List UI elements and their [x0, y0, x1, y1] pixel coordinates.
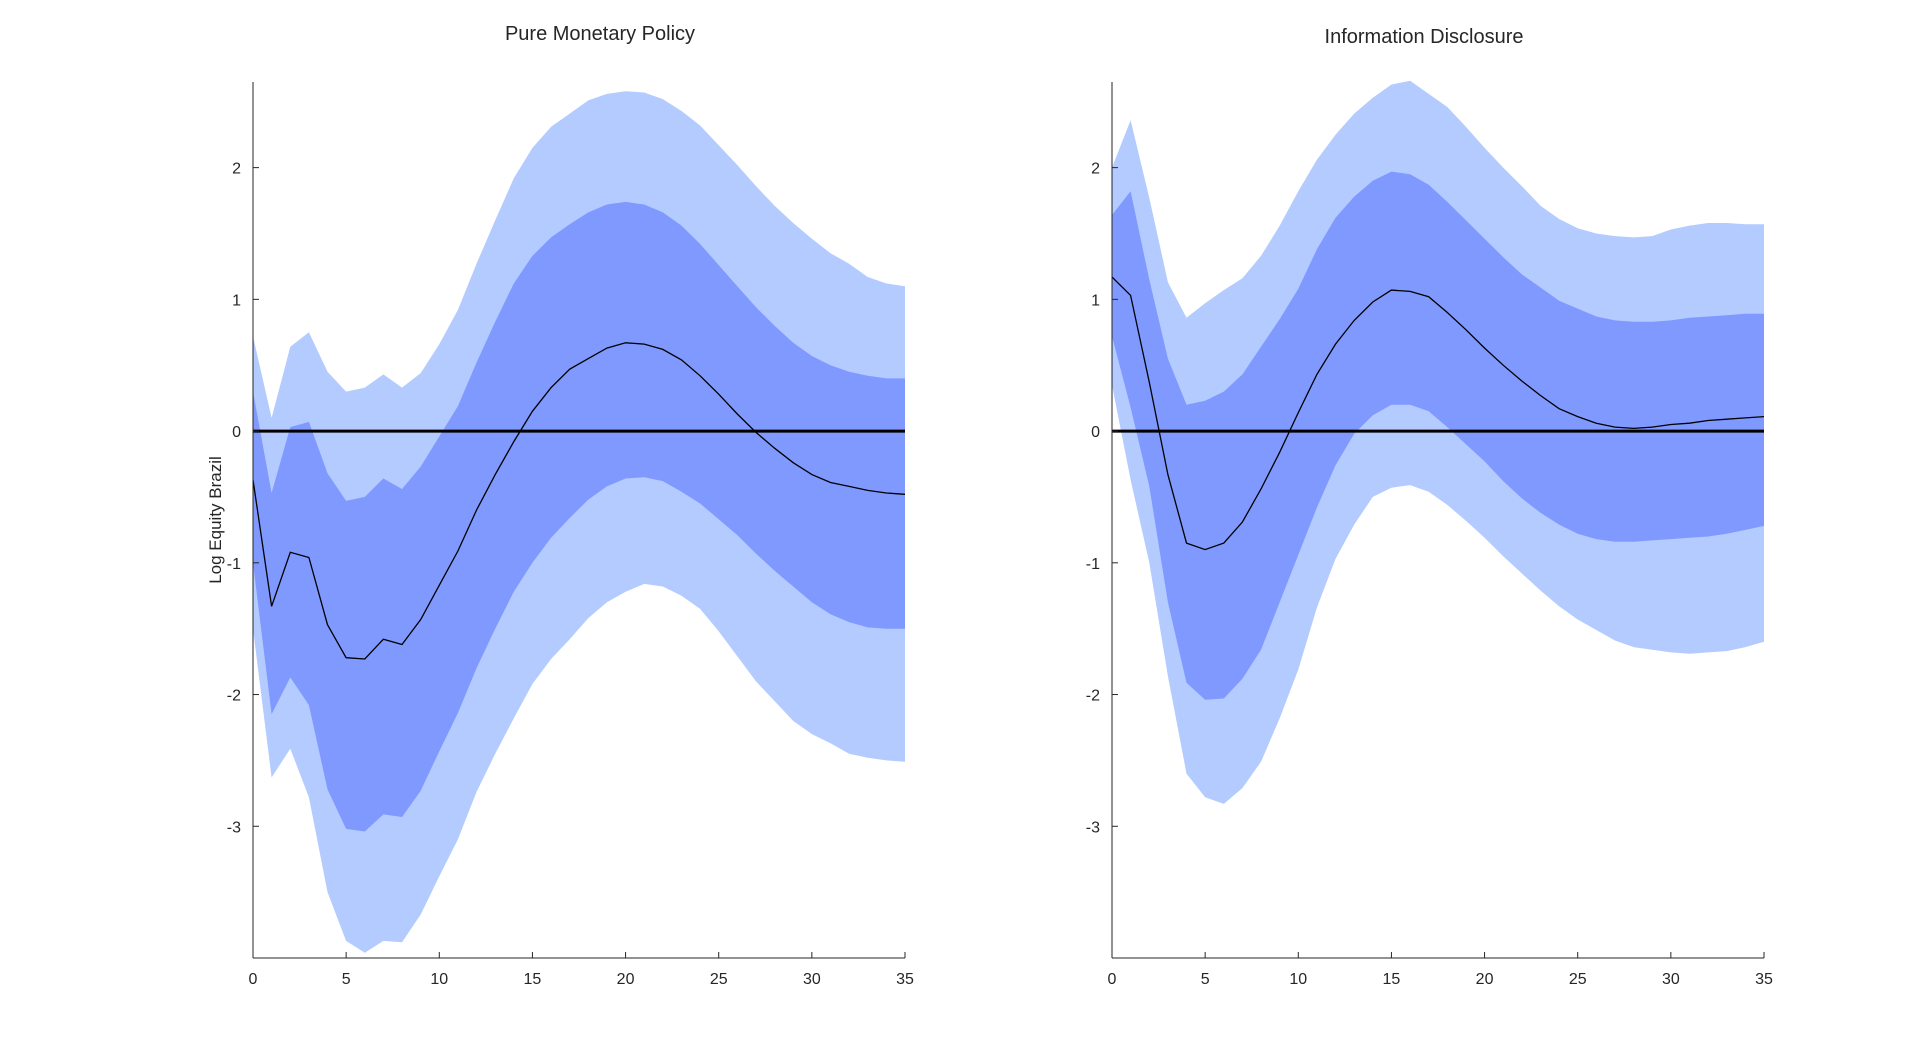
y-tick-label: -3	[1086, 819, 1100, 836]
x-tick-label: 0	[249, 971, 258, 988]
y-tick-label: -3	[227, 819, 241, 836]
y-tick-label: -1	[1086, 556, 1100, 573]
y-tick-label: -1	[227, 556, 241, 573]
x-tick-label: 0	[1108, 971, 1117, 988]
x-tick-label: 15	[524, 971, 542, 988]
y-tick-label: 0	[232, 424, 241, 441]
x-tick-label: 20	[617, 971, 635, 988]
y-tick-label: 2	[232, 161, 241, 178]
median-response-line	[252, 342, 906, 660]
y-tick-label: -2	[1086, 688, 1100, 705]
x-tick-label: 15	[1383, 971, 1401, 988]
x-tick-label: 10	[1289, 971, 1307, 988]
chart-title: Pure Monetary Policy	[505, 23, 695, 45]
inner-confidence-band	[253, 201, 905, 832]
median-response-line	[1111, 276, 1765, 551]
x-tick-label: 25	[710, 971, 728, 988]
y-tick-label: 2	[1091, 161, 1100, 178]
x-tick-label: 5	[342, 971, 351, 988]
x-tick-label: 30	[803, 971, 821, 988]
x-tick-label: 35	[896, 971, 914, 988]
chart-panel-pure-monetary-policy: Pure Monetary Policy Log Equity Brazil 0…	[206, 23, 914, 988]
y-tick-label: 1	[232, 292, 241, 309]
x-tick-label: 10	[430, 971, 448, 988]
x-tick-label: 30	[1662, 971, 1680, 988]
x-tick-label: 20	[1476, 971, 1494, 988]
y-tick-label: 1	[1091, 292, 1100, 309]
x-tick-label: 5	[1201, 971, 1210, 988]
x-tick-label: 35	[1755, 971, 1773, 988]
chart-panel-information-disclosure: Information Disclosure 0 5 10 15 20 25 30 35-3-…	[1086, 26, 1773, 988]
y-tick-label: 0	[1091, 424, 1100, 441]
chart-title: Information Disclosure	[1325, 26, 1524, 48]
outer-confidence-band	[1112, 80, 1764, 804]
y-tick-label: -2	[227, 688, 241, 705]
x-tick-label: 25	[1569, 971, 1587, 988]
inner-confidence-band	[1112, 171, 1764, 700]
y-axis-label: Log Equity Brazil	[206, 456, 225, 584]
